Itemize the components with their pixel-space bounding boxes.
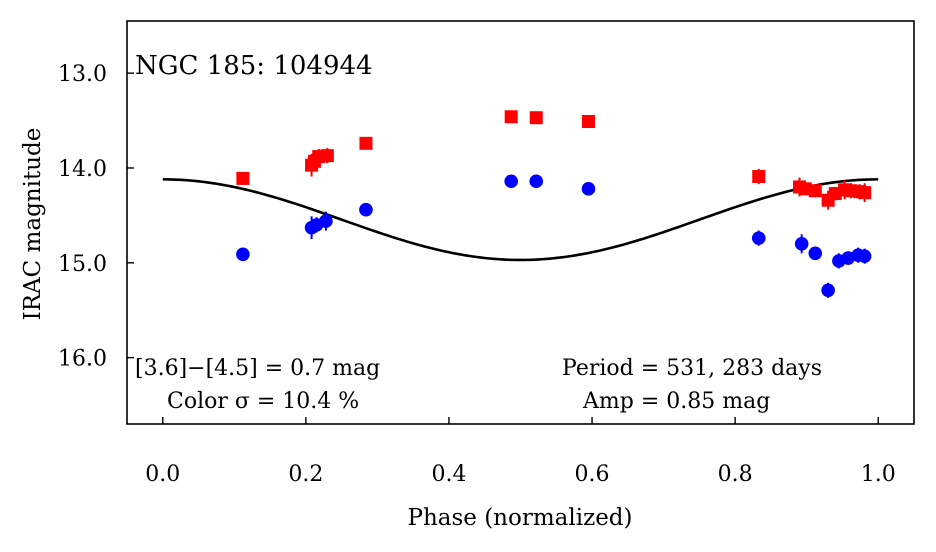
plot-frame: [126, 20, 915, 425]
ch1-data-point: [359, 136, 373, 150]
ch2-data-point: [529, 174, 544, 189]
fit-curve-line: [162, 178, 879, 262]
ch1-data-point: [529, 111, 543, 125]
x-tick-label: 0.4: [431, 462, 466, 487]
x-tick-label: 0.6: [575, 462, 610, 487]
color-annotation: [3.6]−[4.5] = 0.7 mag: [135, 356, 380, 381]
ch1-data-point: [752, 170, 766, 184]
data-marker-layer: [236, 110, 872, 298]
ch2-data-point: [236, 247, 250, 262]
period-annotation: Period = 531, 283 days: [562, 356, 822, 381]
y-axis-ticks: 13.0 14.0 15.0 16.0: [58, 62, 134, 372]
ch2-data-point: [581, 182, 596, 196]
ch1-data-point: [504, 110, 518, 124]
ch2-data-point: [808, 246, 823, 261]
ch2-data-point: [857, 249, 872, 263]
y-tick-label: 16.0: [58, 347, 107, 372]
fit-curve-layer: [162, 178, 879, 262]
color-sigma-annotation: Color σ = 10.4 %: [167, 389, 359, 414]
ch1-data-point: [236, 171, 250, 185]
y-axis-title: IRAC magnitude: [20, 128, 46, 321]
x-tick-label: 1.0: [861, 462, 896, 487]
y-tick-label: 14.0: [58, 157, 107, 182]
chart-title: NGC 185: 104944: [135, 51, 373, 81]
x-axis-title: Phase (normalized): [407, 505, 632, 531]
ch1-data-point: [858, 186, 872, 200]
y-tick-label: 13.0: [58, 62, 107, 87]
x-tick-label: 0.2: [288, 462, 323, 487]
ch1-data-point: [581, 115, 595, 129]
ch1-data-point: [320, 149, 334, 163]
y-tick-label: 15.0: [58, 252, 107, 277]
x-tick-label: 0.8: [718, 462, 753, 487]
ch2-data-point: [794, 237, 809, 251]
ch1-data-point: [808, 184, 822, 198]
x-tick-label: 0.0: [145, 462, 180, 487]
ch2-data-point: [821, 283, 835, 298]
ch2-data-point: [319, 214, 333, 228]
ch1-data-point: [798, 182, 812, 196]
ch2-data-point: [504, 174, 518, 189]
amplitude-annotation: Amp = 0.85 mag: [582, 389, 770, 414]
ch2-data-point: [751, 231, 766, 245]
ch2-data-point: [359, 202, 373, 217]
x-axis-ticks: 0.0 0.2 0.4 0.6 0.8 1.0: [145, 417, 896, 487]
